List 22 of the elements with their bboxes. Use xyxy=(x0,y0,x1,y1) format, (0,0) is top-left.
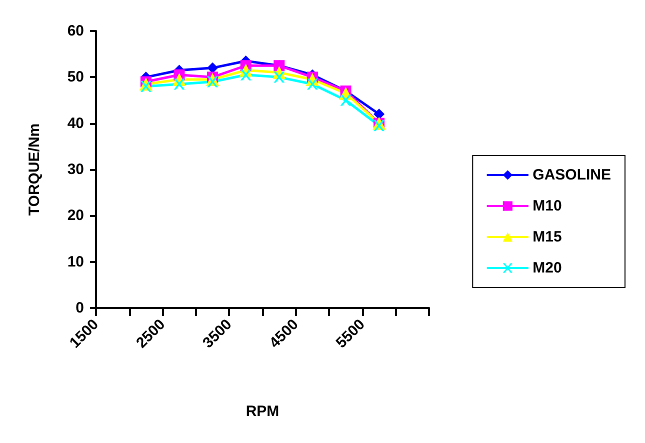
y-tick-label: 10 xyxy=(67,253,84,270)
x-axis-title: RPM xyxy=(246,403,280,420)
legend-label: GASOLINE xyxy=(532,166,612,184)
y-tick-label: 40 xyxy=(67,114,84,132)
point xyxy=(207,76,218,88)
point xyxy=(274,72,285,83)
point xyxy=(174,78,185,90)
point xyxy=(374,120,385,132)
point xyxy=(140,80,152,92)
point xyxy=(240,69,252,80)
legend-label: M20 xyxy=(532,260,562,276)
point xyxy=(306,78,318,90)
y-tick-label: 20 xyxy=(67,207,84,224)
y-tick-label: 30 xyxy=(67,161,84,178)
y-tick-label: 0 xyxy=(76,300,84,316)
y-tick-label: 50 xyxy=(67,68,84,86)
point xyxy=(340,94,352,106)
y-axis-title: TORQUE/Nm xyxy=(26,123,43,216)
legend-label: M15 xyxy=(532,228,562,246)
y-tick-label: 60 xyxy=(67,22,84,40)
legend-label: M10 xyxy=(532,198,562,214)
point xyxy=(207,62,218,74)
